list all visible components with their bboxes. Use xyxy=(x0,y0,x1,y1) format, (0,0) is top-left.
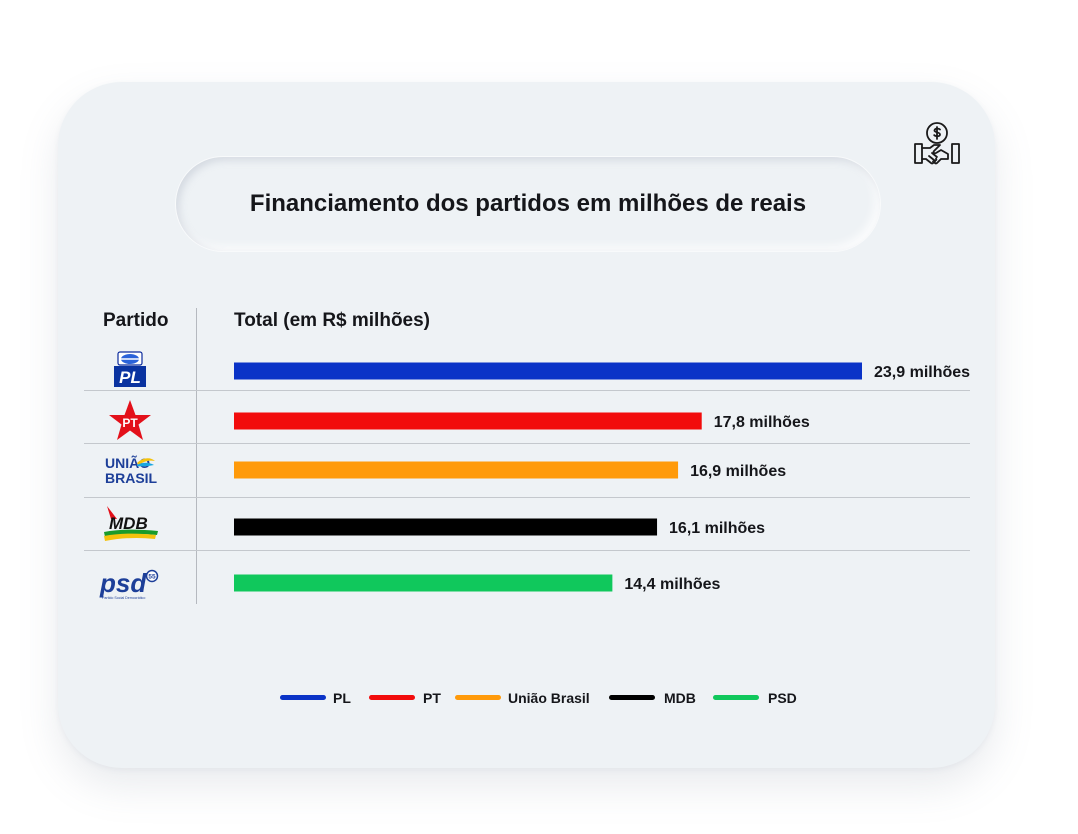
column-divider xyxy=(196,308,197,604)
brasil-logo-text: BRASIL xyxy=(105,470,158,486)
chart-legend: PL PT União Brasil MDB PSD xyxy=(280,690,797,706)
uniao-brasil-logo: UNIÃO BRASIL xyxy=(105,454,158,486)
mdb-logo-text: MDB xyxy=(109,514,148,533)
bar-value-label: 23,9 milhões xyxy=(874,364,970,381)
mdb-logo: MDB xyxy=(104,506,158,541)
legend-label: PL xyxy=(333,690,351,706)
bar-value-label: 14,4 milhões xyxy=(624,576,720,593)
pt-logo-text: PT xyxy=(122,416,138,430)
bar-value-label: 17,8 milhões xyxy=(714,414,810,431)
uniao-logo-text: UNIÃO xyxy=(105,454,150,471)
psd-number-text: 55 xyxy=(148,574,156,581)
row-divider xyxy=(84,443,970,444)
party-column-header: Partido xyxy=(103,310,169,331)
legend-swatch xyxy=(280,695,326,700)
row-divider xyxy=(84,550,970,551)
chart-title: Financiamento dos partidos em milhões de… xyxy=(249,190,807,217)
pt-logo: PT xyxy=(109,400,151,440)
bar-uniao-brasil xyxy=(234,461,679,479)
legend-label: MDB xyxy=(664,690,696,706)
bar-value-label: 16,1 milhões xyxy=(669,520,765,537)
pl-logo: PL xyxy=(114,351,146,387)
legend-swatch xyxy=(609,695,655,700)
legend-swatch xyxy=(713,695,759,700)
title-pill xyxy=(176,157,880,251)
money-handshake-icon xyxy=(914,122,960,165)
legend-label: PSD xyxy=(768,690,797,706)
psd-logo: psd 55 Partido Social Democrático xyxy=(99,568,159,600)
bar-psd xyxy=(234,574,613,592)
legend-swatch xyxy=(455,695,501,700)
legend-label: PT xyxy=(423,690,441,706)
psd-logo-text: psd xyxy=(99,568,147,598)
bar-mdb xyxy=(234,518,658,536)
bar-pt xyxy=(234,412,702,430)
total-column-header: Total (em R$ milhões) xyxy=(234,310,431,331)
row-divider xyxy=(84,497,970,498)
bar-value-label: 16,9 milhões xyxy=(690,463,786,480)
legend-label: União Brasil xyxy=(508,690,590,706)
bar-pl xyxy=(234,362,862,380)
row-divider xyxy=(84,390,970,391)
legend-swatch xyxy=(369,695,415,700)
psd-caption-text: Partido Social Democrático xyxy=(102,596,145,600)
pl-logo-text: PL xyxy=(119,368,141,387)
